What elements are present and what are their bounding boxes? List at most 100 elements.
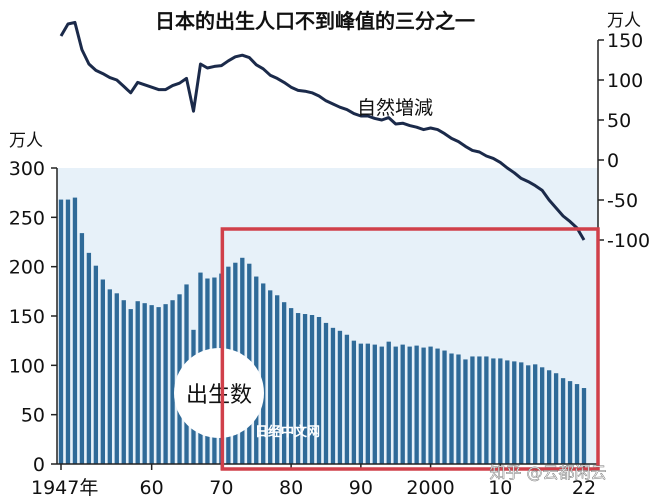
births-bar [470, 356, 475, 464]
natural-change-line [59, 20, 586, 241]
births-bar [365, 343, 370, 464]
births-bar [400, 344, 405, 464]
births-label-circle [174, 348, 264, 438]
births-label: 出生数 [186, 383, 252, 408]
x-tick-label: 60 [140, 477, 164, 499]
watermark-nikkei: 日经中文网 [255, 424, 320, 440]
right-tick-label: -50 [607, 190, 638, 212]
births-bar [442, 350, 447, 464]
births-bar [358, 343, 364, 464]
highlight-box [220, 227, 600, 471]
right-axis: -100 -50 0 50 100 150 [598, 30, 650, 252]
births-label-bubble: 出生数 [174, 348, 264, 438]
births-bar [170, 300, 175, 464]
right-axis-unit: 万人 [607, 11, 641, 31]
births-bar [574, 384, 580, 464]
left-tick-label: 300 [9, 158, 45, 180]
births-bar [288, 308, 294, 464]
left-axis: 0 50 100 150 200 250 300 [9, 158, 57, 476]
births-bar [65, 199, 71, 464]
births-bar [512, 361, 517, 464]
births-bar [295, 313, 301, 464]
right-tick-label: 100 [607, 70, 643, 92]
right-tick-label: 50 [607, 110, 631, 132]
left-tick-label: 50 [21, 405, 45, 427]
births-bar [79, 233, 85, 464]
chart-title: 日本的出生人口不到峰值的三分之一 [155, 9, 475, 33]
births-bar [393, 346, 398, 464]
births-bar [526, 365, 531, 464]
births-bar [163, 304, 168, 464]
births-bar [407, 346, 412, 464]
watermark-zhihu: 知乎 @云都闲云 [489, 463, 606, 482]
births-bar [149, 305, 154, 464]
births-bar [58, 199, 64, 464]
births-bar [302, 314, 308, 464]
right-tick-label: 0 [607, 150, 619, 172]
births-bar [86, 252, 92, 464]
births-bar [261, 283, 266, 464]
births-bar [72, 197, 78, 464]
births-bar [560, 378, 566, 464]
left-axis-unit: 万人 [9, 131, 43, 151]
x-tick-label: 70 [209, 477, 233, 499]
births-bar [316, 316, 322, 464]
left-tick-label: 100 [9, 355, 45, 377]
births-bar [435, 348, 440, 464]
births-bar [323, 322, 329, 464]
left-tick-label: 200 [9, 257, 45, 279]
births-bar [553, 373, 559, 464]
births-bar [351, 340, 357, 464]
left-tick-label: 0 [33, 454, 45, 476]
births-bar [484, 356, 489, 464]
births-bar [533, 364, 538, 464]
births-bar [546, 370, 552, 464]
births-bar [379, 346, 384, 464]
births-bar [135, 301, 140, 464]
x-tick-label: 90 [349, 477, 373, 499]
births-bar [456, 354, 461, 464]
births-bar [281, 302, 287, 464]
births-bar [421, 347, 426, 464]
births-bar [156, 307, 161, 464]
births-bar [463, 359, 468, 464]
births-bar [121, 300, 126, 464]
left-tick-label: 250 [9, 207, 45, 229]
right-tick-label: 150 [607, 30, 643, 52]
x-tick-label: 10 [488, 477, 512, 499]
natural-change-label: 自然増減 [357, 97, 433, 119]
x-axis: 1947年 60 70 80 90 2000 10 22 [31, 464, 596, 499]
births-bar [414, 345, 419, 464]
births-bar [449, 353, 454, 464]
births-bar [128, 309, 133, 464]
births-bar [114, 293, 119, 464]
left-tick-label: 150 [9, 306, 45, 328]
births-bar [386, 341, 391, 464]
births-bar [107, 289, 112, 464]
births-bar [93, 265, 99, 464]
births-bar [268, 290, 273, 464]
x-tick-label: 1947年 [31, 477, 98, 499]
births-bar [519, 362, 524, 464]
x-tick-label: 2000 [406, 477, 454, 499]
x-tick-label: 22 [572, 477, 596, 499]
births-bar [477, 356, 482, 464]
births-bar [567, 381, 573, 464]
births-bar [581, 388, 587, 464]
births-bar [491, 358, 496, 464]
births-bar [142, 303, 147, 464]
births-bar [372, 344, 377, 464]
births-bar [275, 295, 280, 464]
births-bar [344, 334, 350, 464]
births-bar [498, 358, 503, 464]
births-bar [505, 360, 510, 464]
births-bar [337, 330, 343, 464]
births-bar [428, 346, 433, 464]
x-tick-label: 80 [279, 477, 303, 499]
births-bar [330, 327, 336, 464]
right-tick-label: -100 [607, 230, 650, 252]
births-bar [309, 315, 315, 464]
births-bar [100, 279, 106, 464]
